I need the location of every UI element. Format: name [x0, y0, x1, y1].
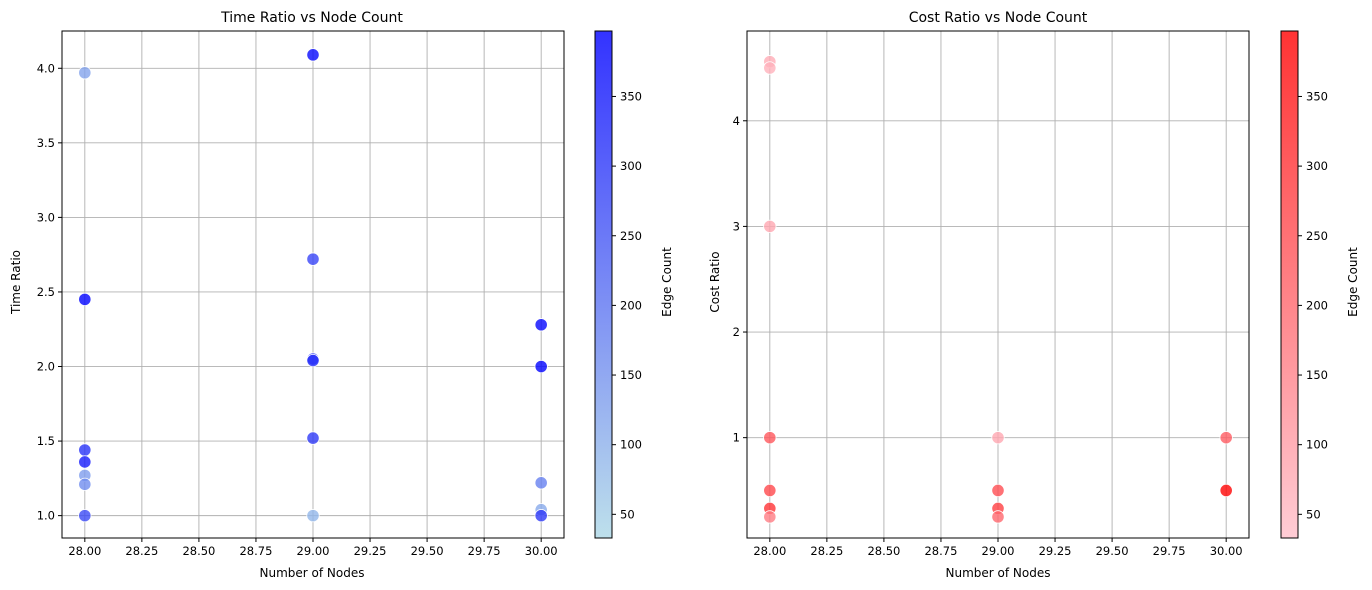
- right-colorbar-tick-label: 200: [1306, 298, 1328, 312]
- right-data-point: [991, 510, 1005, 524]
- left-y-tick-label: 2.5: [37, 285, 55, 299]
- left-chart-ylabel: Time Ratio: [9, 250, 23, 315]
- left-x-tick-label: 29.50: [411, 544, 444, 558]
- right-chart: Cost Ratio vs Node Count Number of Nodes…: [708, 10, 1360, 580]
- right-colorbar-frame: [1280, 30, 1299, 539]
- left-colorbar-frame: [594, 30, 613, 539]
- right-data-point: [1219, 431, 1233, 445]
- right-data-point: [991, 431, 1005, 445]
- right-chart-ylabel: Cost Ratio: [708, 251, 722, 312]
- right-colorbar: [1281, 31, 1298, 538]
- left-colorbar-label: Edge Count: [660, 247, 674, 317]
- left-data-point: [534, 476, 548, 490]
- left-data-point: [306, 353, 320, 368]
- right-x-tick-label: 29.00: [982, 544, 1015, 558]
- right-data-point: [763, 431, 777, 445]
- right-x-tick-label: 28.50: [867, 544, 900, 558]
- left-data-point: [306, 509, 320, 523]
- left-x-tick-label: 29.75: [468, 544, 501, 558]
- left-chart-title: Time Ratio vs Node Count: [220, 10, 403, 26]
- left-y-tick-label: 4.0: [37, 61, 55, 75]
- right-colorbar-tick-label: 150: [1306, 368, 1328, 382]
- left-x-tick-label: 28.00: [68, 544, 101, 558]
- right-colorbar-tick-label: 250: [1306, 229, 1328, 243]
- left-plot-area: 28.00 28.25 28.50 28.75 29.00 29.25 29.50 29.75…: [37, 30, 642, 558]
- left-data-point: [306, 48, 320, 62]
- left-chart-xlabel: Number of Nodes: [260, 566, 365, 580]
- left-data-point: [78, 455, 92, 469]
- left-y-tick-label: 1.0: [37, 509, 55, 523]
- right-x-tick-label: 30.00: [1210, 544, 1243, 558]
- left-x-tick-label: 29.00: [297, 544, 330, 558]
- right-x-tick-label: 29.50: [1096, 544, 1129, 558]
- right-y-tick-label: 2: [733, 325, 740, 339]
- left-x-tick-label: 28.75: [239, 544, 272, 558]
- left-colorbar-tick-label: 350: [620, 89, 642, 103]
- left-data-point: [78, 66, 92, 80]
- right-colorbar-tick-label: 300: [1306, 159, 1328, 173]
- left-x-tick-label: 29.25: [354, 544, 387, 558]
- left-colorbar-tick-label: 100: [620, 438, 642, 452]
- left-colorbar-tick-label: 250: [620, 229, 642, 243]
- left-y-tick-label: 1.5: [37, 434, 55, 448]
- right-colorbar-tick-label: 50: [1306, 507, 1321, 521]
- left-colorbar: [595, 31, 612, 538]
- left-colorbar-tick-label: 50: [620, 507, 635, 521]
- left-colorbar-tick-label: 200: [620, 298, 642, 312]
- right-data-point: [991, 483, 1005, 498]
- left-x-tick-label: 30.00: [525, 544, 558, 558]
- left-chart: Time Ratio vs Node Count Number of Nodes…: [9, 10, 674, 580]
- left-data-point: [306, 252, 320, 266]
- right-chart-title: Cost Ratio vs Node Count: [909, 10, 1088, 26]
- left-colorbar-tick-label: 150: [620, 368, 642, 382]
- right-x-tick-label: 28.75: [924, 544, 957, 558]
- right-y-tick-label: 1: [733, 431, 740, 445]
- right-data-point: [763, 510, 777, 524]
- left-data-point: [306, 431, 320, 445]
- right-colorbar-tick-label: 350: [1306, 89, 1328, 103]
- left-data-point: [534, 318, 548, 332]
- right-x-tick-label: 29.25: [1039, 544, 1072, 558]
- right-y-tick-label: 4: [733, 114, 740, 128]
- left-colorbar-tick-label: 300: [620, 159, 642, 173]
- left-data-point: [78, 477, 92, 491]
- left-x-tick-label: 28.25: [125, 544, 158, 558]
- left-data-point: [78, 509, 92, 523]
- left-y-tick-label: 3.0: [37, 210, 55, 224]
- right-y-tick-label: 3: [733, 219, 740, 233]
- right-data-point: [763, 219, 777, 234]
- right-data-point: [1219, 483, 1233, 498]
- right-x-tick-label: 28.00: [753, 544, 786, 558]
- left-data-point: [534, 509, 548, 523]
- right-data-point: [763, 483, 777, 498]
- left-data-point: [78, 443, 92, 457]
- left-x-tick-label: 28.50: [182, 544, 215, 558]
- right-x-tick-label: 28.25: [810, 544, 843, 558]
- left-data-point: [534, 359, 548, 374]
- right-colorbar-label: Edge Count: [1346, 247, 1360, 317]
- left-data-point: [78, 292, 92, 307]
- right-x-tick-label: 29.75: [1153, 544, 1186, 558]
- right-colorbar-tick-label: 100: [1306, 438, 1328, 452]
- right-data-point: [763, 61, 777, 75]
- right-plot-area: 28.00 28.25 28.50 28.75 29.00 29.25 29.50 29.75…: [733, 30, 1328, 558]
- right-chart-xlabel: Number of Nodes: [946, 566, 1051, 580]
- left-y-tick-label: 2.0: [37, 360, 55, 374]
- left-y-tick-label: 3.5: [37, 136, 55, 150]
